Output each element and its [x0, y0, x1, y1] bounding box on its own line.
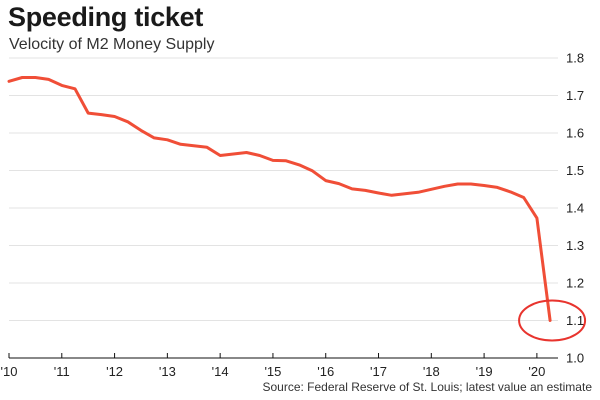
y-axis: 1.0 1.1 1.2 1.3 1.4 1.5 1.6 1.7 1.8 — [566, 51, 584, 366]
highlight-circle — [518, 299, 587, 342]
y-tick-label: 1.4 — [566, 201, 584, 216]
series-layer — [7, 76, 552, 322]
x-tick-label: '18 — [423, 364, 440, 379]
y-tick-label: 1.1 — [566, 313, 584, 328]
chart-title: Speeding ticket — [8, 2, 204, 32]
x-tick-label: '20 — [528, 364, 545, 379]
chart-subtitle: Velocity of M2 Money Supply — [9, 36, 215, 53]
grid-lines — [9, 57, 558, 321]
x-tick-label: '15 — [264, 364, 281, 379]
x-tick-label: '11 — [54, 364, 70, 379]
x-tick-label: '19 — [476, 364, 493, 379]
y-tick-label: 1.0 — [566, 351, 584, 366]
y-tick-label: 1.2 — [566, 276, 584, 291]
x-tick-label: '12 — [106, 364, 123, 379]
x-tick-label: '14 — [212, 364, 229, 379]
x-tick-label: '16 — [317, 364, 334, 379]
y-tick-label: 1.5 — [566, 163, 584, 178]
y-tick-label: 1.8 — [566, 51, 584, 66]
y-tick-label: 1.3 — [566, 238, 584, 253]
y-tick-label: 1.6 — [566, 126, 584, 141]
source-note: Source: Federal Reserve of St. Louis; la… — [262, 380, 592, 394]
series-line — [7, 76, 552, 322]
annotation-layer — [518, 299, 587, 342]
y-tick-label: 1.7 — [566, 88, 584, 103]
x-tick-label: '17 — [370, 364, 387, 379]
x-axis: '10 '11 '12 '13 '14 '15 '16 '17 '18 '19 '20 — [1, 353, 558, 379]
x-tick-label: '10 — [1, 364, 18, 379]
x-tick-label: '13 — [159, 364, 176, 379]
